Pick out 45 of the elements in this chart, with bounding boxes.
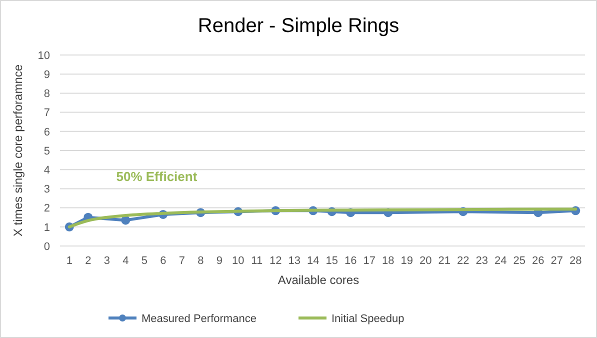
annotation: 50% Efficient [116,169,198,184]
y-tick-label: 3 [44,184,50,196]
x-tick-label: 6 [160,255,166,267]
x-tick-label: 26 [532,255,544,267]
chart-title: Render - Simple Rings [198,15,400,37]
x-tick-label: 20 [420,255,432,267]
x-tick-label: 1 [66,255,72,267]
y-axis-title: X times single core perforamnce [11,64,25,237]
y-tick-label: 7 [44,107,50,120]
x-tick-label: 13 [288,255,300,267]
x-tick-label: 22 [457,255,470,267]
x-tick-label: 5 [141,255,148,267]
x-tick-label: 9 [216,255,222,267]
x-tick-label: 17 [363,255,376,267]
x-tick-label: 7 [178,255,185,267]
y-tick-label: 10 [38,50,50,62]
y-tick-label: 5 [44,145,50,158]
x-tick-label: 16 [344,255,357,267]
x-tick-label: 28 [570,255,582,267]
x-tick-label: 19 [400,255,413,267]
y-tick-label: 4 [44,164,50,176]
x-axis-title: Available cores [278,273,360,287]
y-tick-label: 0 [44,240,50,253]
x-tick-label: 21 [438,255,450,267]
x-tick-label: 12 [270,255,282,267]
x-tick-label: 4 [122,255,129,267]
y-tick-label: 1 [44,222,50,234]
y-tick-label: 9 [44,68,50,81]
x-tick-label: 27 [550,255,563,267]
legend-label: Initial Speedup [332,312,404,325]
x-tick-label: 24 [494,255,507,267]
y-tick-label: 8 [44,88,50,100]
x-tick-label: 10 [232,255,244,267]
x-tick-label: 14 [307,255,320,267]
x-tick-label: 15 [326,255,338,267]
x-tick-label: 3 [104,255,110,267]
y-tick-label: 2 [44,202,50,215]
legend-label: Measured Performance [142,312,256,325]
x-tick-label: 25 [513,255,526,267]
x-tick-label: 8 [198,255,204,267]
y-tick-label: 6 [44,126,50,138]
x-tick-label: 2 [85,255,92,267]
x-tick-label: 18 [382,255,394,267]
x-tick-label: 23 [476,255,488,267]
x-tick-label: 11 [251,255,263,267]
